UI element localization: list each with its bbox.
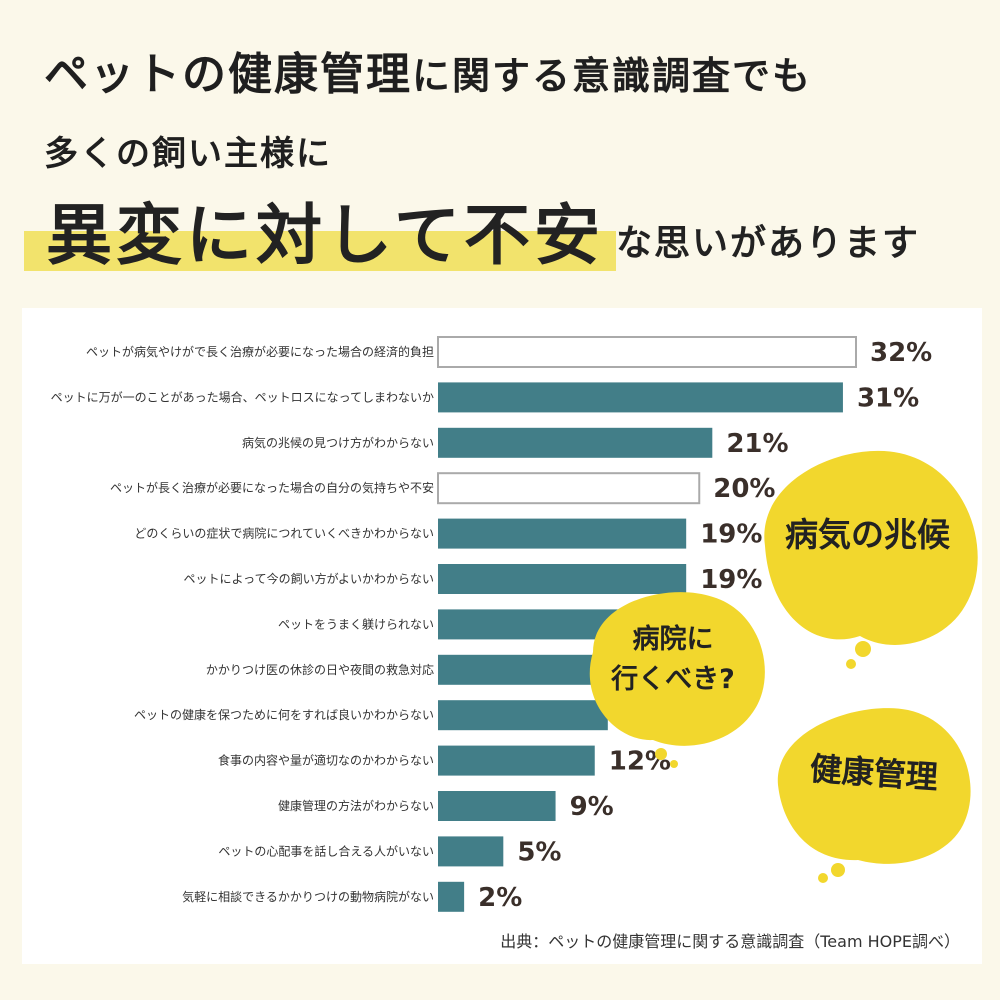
category-label: ペットの健康を保つために何をすれば良いかわからない: [134, 707, 434, 722]
headline-emphasis: 異変に対して不安: [46, 197, 605, 274]
value-label: 2%: [478, 883, 522, 913]
headline-line-2: 多くの飼い主様に: [44, 134, 332, 174]
highlight-marker: [24, 231, 616, 271]
bubble-text: 病気の兆候: [785, 515, 950, 554]
bubble-text-line: 病院に: [632, 624, 714, 655]
value-label: 9%: [570, 792, 614, 822]
category-label: ペットが病気やけがで長く治療が必要になった場合の経済的負担: [86, 344, 434, 359]
speech-bubble-shape: [764, 450, 978, 669]
speech-bubble-shape: [589, 592, 765, 768]
bar: [438, 518, 687, 549]
headline-line-3: 異変に対して不安 な思いがあります: [24, 176, 984, 276]
source-note: 出典：ペットの健康管理に関する意識調査（Team HOPE調べ）: [500, 932, 960, 951]
speech-bubble-shape: [777, 708, 971, 883]
speech-bubble-health: 健康管理: [768, 700, 980, 883]
bar: [438, 427, 713, 458]
category-label: 食事の内容や量が適切なのかわからない: [218, 753, 434, 768]
bar: [438, 382, 843, 413]
bar: [438, 745, 595, 776]
value-label: 19%: [700, 520, 762, 550]
headline-emphasis-rest: な思いがあります: [616, 223, 921, 264]
value-label: 5%: [517, 837, 561, 867]
bar: [438, 791, 556, 821]
speech-bubble-hospital: 病院に 行くべき?: [573, 582, 773, 768]
category-label: ペットの心配事を話し合える人がいない: [218, 843, 434, 858]
bar: [438, 700, 608, 731]
headline-topic-rest: に関する意識調査でも: [412, 54, 813, 98]
category-label: どのくらいの症状で病院につれていくべきかわからない: [134, 526, 434, 541]
value-label: 32%: [870, 338, 932, 368]
bar: [438, 881, 465, 912]
category-label: かかりつけ医の休診の日や夜間の救急対応: [206, 662, 434, 677]
category-label: ペットをうまく躾けられない: [278, 616, 434, 631]
category-label: 健康管理の方法がわからない: [278, 798, 434, 813]
bar: [438, 836, 504, 867]
bar: [438, 564, 687, 594]
bubble-text-line: 行くべき?: [611, 664, 735, 695]
bar-chart: ペットが病気やけがで長く治療が必要になった場合の経済的負担 32% ペットに万が一の…: [51, 336, 932, 913]
category-label: ペットに万が一のことがあった場合、ペットロスになってしまわないか: [51, 389, 434, 404]
speech-bubble-symptoms: 病気の兆候: [745, 436, 990, 669]
bar: [437, 336, 857, 368]
category-label: 気軽に相談できるかかりつけの動物病院がない: [182, 889, 434, 904]
headline-topic: ペットの健康管理: [44, 49, 412, 100]
bubble-text: 病院に 行くべき?: [573, 620, 773, 700]
headline-line-1: ペットの健康管理に関する意識調査でも: [44, 38, 812, 102]
category-label: 病気の兆候の見つけ方がわからない: [242, 435, 434, 450]
value-label: 31%: [857, 383, 919, 413]
value-label: 20%: [713, 474, 775, 504]
value-label: 21%: [726, 429, 788, 459]
category-label: ペットによって今の飼い方がよいかわからない: [184, 571, 434, 586]
bar: [437, 472, 701, 505]
value-label: 19%: [700, 565, 762, 595]
category-label: ペットが長く治療が必要になった場合の自分の気持ちや不安: [110, 480, 434, 495]
